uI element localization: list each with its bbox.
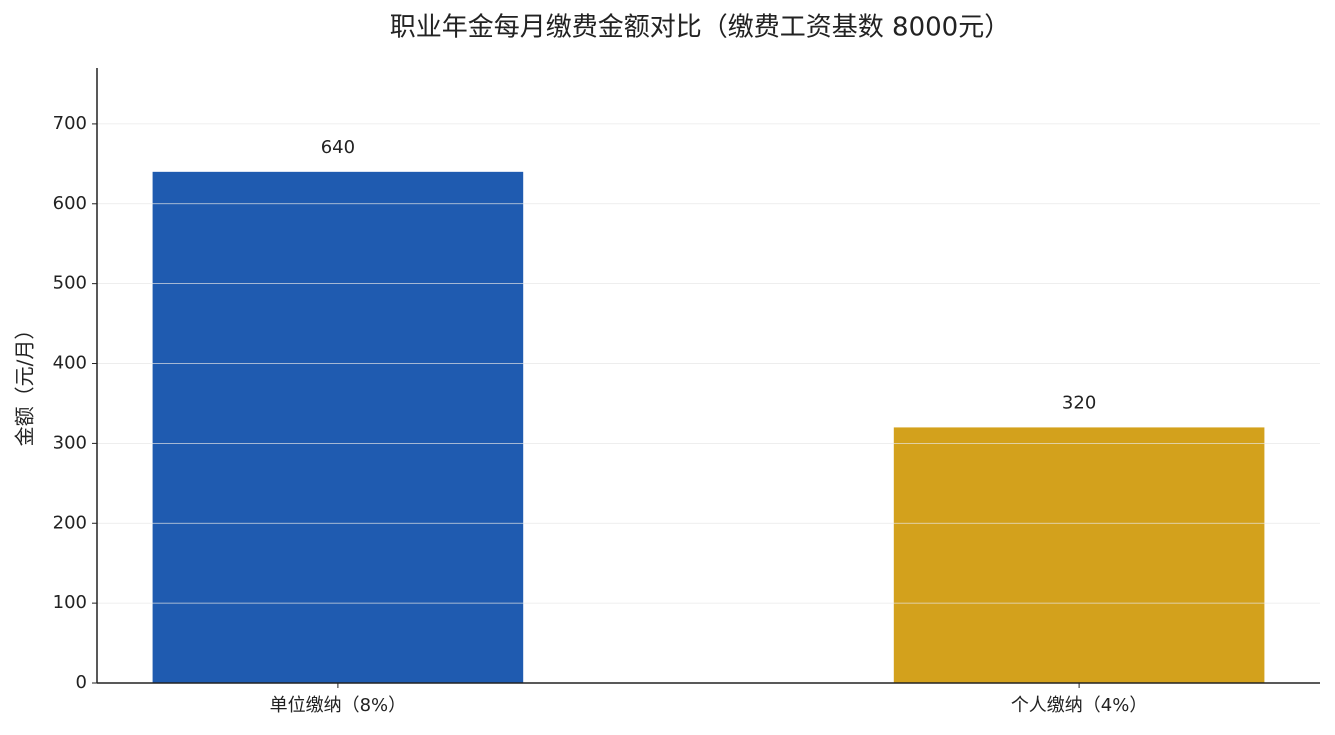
bar xyxy=(152,171,524,683)
y-tick-label: 600 xyxy=(53,193,87,214)
chart-title: 职业年金每月缴费金额对比（缴费工资基数 8000元） xyxy=(390,13,1010,43)
y-tick-label: 300 xyxy=(53,432,87,453)
y-tick-label: 0 xyxy=(76,672,87,693)
y-tick-label: 100 xyxy=(53,592,87,613)
y-tick-label: 200 xyxy=(53,512,87,533)
y-tick-label: 400 xyxy=(53,353,87,374)
y-tick-label: 700 xyxy=(53,113,87,134)
value-label: 640 xyxy=(321,137,355,158)
y-axis-label: 金额（元/月） xyxy=(13,320,37,447)
x-tick-label: 单位缴纳（8%） xyxy=(270,695,407,716)
bar xyxy=(893,427,1265,683)
y-tick-label: 500 xyxy=(53,273,87,294)
x-tick-label: 个人缴纳（4%） xyxy=(1011,695,1148,716)
value-label: 320 xyxy=(1062,392,1096,413)
